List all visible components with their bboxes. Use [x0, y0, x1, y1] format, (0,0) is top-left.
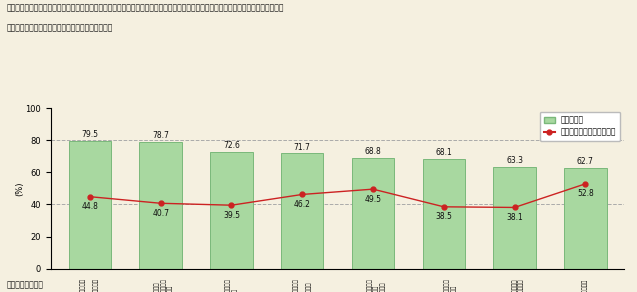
Bar: [564, 168, 606, 269]
Text: 各項目について、どの程度満足していますか。: 各項目について、どの程度満足していますか。: [6, 23, 113, 32]
Text: 68.1: 68.1: [436, 148, 452, 157]
Text: 39.5: 39.5: [223, 211, 240, 220]
Text: 79.5: 79.5: [82, 130, 98, 139]
Text: 38.1: 38.1: [506, 213, 523, 222]
Text: 71.7: 71.7: [294, 142, 311, 152]
Bar: [493, 167, 536, 269]
Bar: [140, 142, 182, 269]
Bar: [210, 152, 253, 269]
Text: 40.7: 40.7: [152, 209, 169, 218]
Bar: [69, 141, 111, 269]
Text: 資料）国土交通省: 資料）国土交通省: [6, 280, 43, 289]
Text: 62.7: 62.7: [577, 157, 594, 166]
Bar: [422, 159, 465, 269]
Text: 49.5: 49.5: [364, 195, 382, 204]
Text: 72.6: 72.6: [223, 141, 240, 150]
Text: 78.7: 78.7: [152, 131, 169, 140]
Text: 52.8: 52.8: [577, 190, 594, 199]
Bar: [352, 158, 394, 269]
Text: 問　お住まいの地域について、子どもを生み育てやすい地域とするために、次の行政が実施する施策はどの程度有効だと思いますか。: 問 お住まいの地域について、子どもを生み育てやすい地域とするために、次の行政が実…: [6, 3, 284, 12]
Legend: 有効な施策, 不十分だと感じているもの: 有効な施策, 不十分だと感じているもの: [540, 112, 620, 140]
Y-axis label: (%): (%): [15, 181, 24, 196]
Text: 38.5: 38.5: [435, 213, 452, 221]
Text: 68.8: 68.8: [364, 147, 382, 156]
Text: 46.2: 46.2: [294, 200, 311, 209]
Text: 44.8: 44.8: [82, 202, 98, 211]
Bar: [281, 154, 324, 269]
Text: 63.3: 63.3: [506, 156, 523, 165]
